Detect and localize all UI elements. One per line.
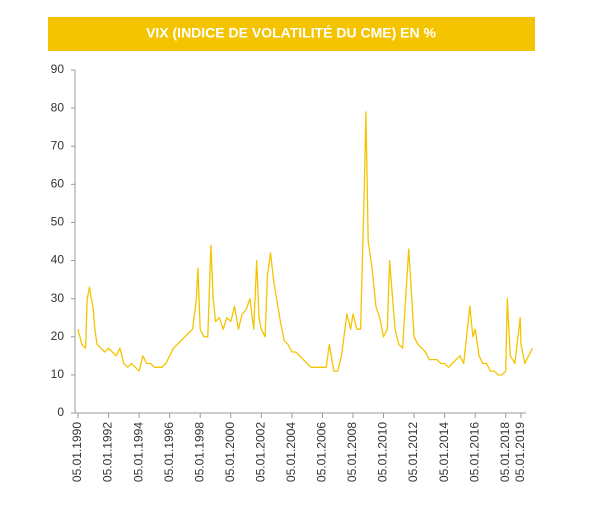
x-tick-label: 05.01.2004: [284, 422, 298, 482]
x-tick-label: 05.01.2012: [406, 422, 420, 482]
y-tick-label: 90: [51, 62, 65, 76]
chart-title: VIX (INDICE DE VOLATILITÉ DU CME) EN %: [146, 25, 436, 41]
x-tick-label: 05.01.1990: [70, 422, 84, 482]
y-tick-label: 20: [51, 329, 65, 343]
x-tick-label: 05.01.2018: [498, 422, 512, 482]
x-tick-label: 05.01.2006: [315, 422, 329, 482]
x-tick-label: 05.01.2016: [467, 422, 481, 482]
x-tick-label: 05.01.1996: [162, 422, 176, 482]
x-tick-label: 05.01.2008: [345, 422, 359, 482]
vix-line: [77, 111, 534, 376]
y-tick-label: 40: [51, 253, 65, 267]
y-tick-label: 0: [57, 405, 64, 419]
x-tick-label: 05.01.2002: [253, 422, 267, 482]
y-tick-label: 80: [51, 100, 65, 114]
x-tick-label: 05.01.1998: [192, 422, 206, 482]
title-banner: [48, 17, 535, 51]
y-tick-label: 10: [51, 367, 65, 381]
x-tick-label: 05.01.2014: [437, 422, 451, 482]
x-tick-label: 05.01.2010: [376, 422, 390, 482]
x-tick-label: 05.01.2000: [223, 422, 237, 482]
y-tick-label: 70: [51, 138, 65, 152]
x-tick-label: 05.01.1992: [101, 422, 115, 482]
x-tick-label: 05.01.2019: [513, 422, 527, 482]
y-tick-label: 60: [51, 177, 65, 191]
x-tick-label: 05.01.1994: [131, 422, 145, 482]
y-tick-label: 30: [51, 291, 65, 305]
y-tick-label: 50: [51, 215, 65, 229]
